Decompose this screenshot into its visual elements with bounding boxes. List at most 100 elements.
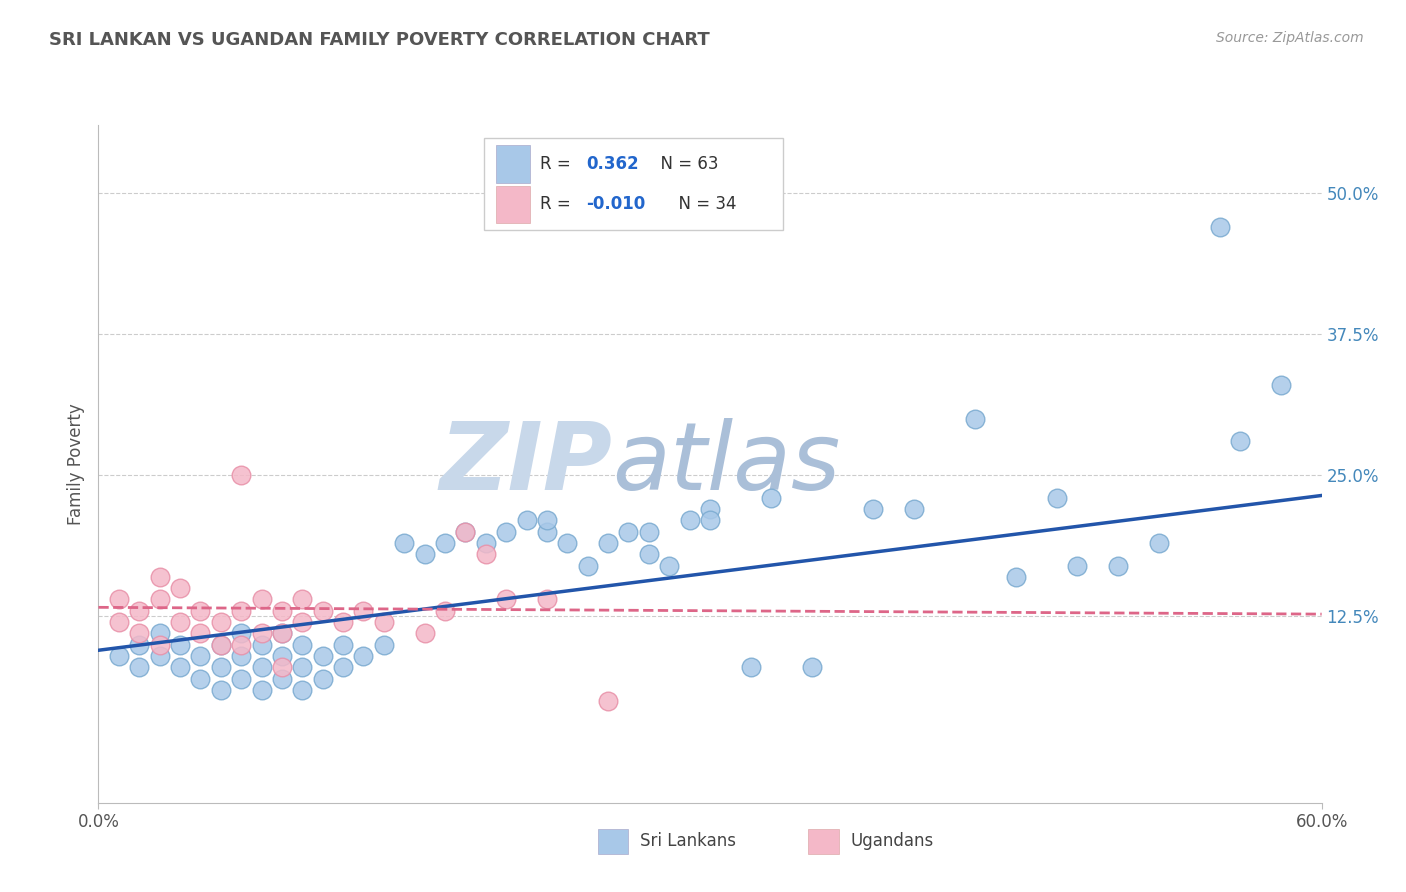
Point [169,581,191,595]
Text: ZIP: ZIP [439,417,612,510]
Point [291,638,314,652]
Point [250,638,273,652]
Point [231,468,253,483]
Point [270,672,294,686]
Point [291,592,314,607]
Point [1270,377,1292,392]
Point [1066,558,1088,573]
Point [209,638,232,652]
Point [413,547,436,561]
Point [312,648,335,663]
Point [270,626,294,640]
Point [108,648,131,663]
Point [128,626,150,640]
Point [149,648,172,663]
Point [536,592,558,607]
Point [474,547,498,561]
Text: N = 34: N = 34 [668,195,737,213]
Point [149,626,172,640]
Point [169,638,191,652]
Point [1209,219,1232,234]
Text: atlas: atlas [612,418,841,509]
Point [1107,558,1129,573]
FancyBboxPatch shape [808,829,839,854]
Point [454,524,477,539]
Point [352,604,374,618]
Point [557,536,579,550]
FancyBboxPatch shape [484,138,783,230]
Point [270,604,294,618]
Point [638,547,661,561]
Point [495,592,517,607]
Point [598,536,620,550]
Point [128,660,150,674]
Text: R =: R = [540,195,576,213]
Point [392,536,416,550]
Point [965,411,987,425]
Point [352,648,374,663]
Point [169,660,191,674]
Point [474,536,498,550]
Point [149,570,172,584]
Point [291,660,314,674]
FancyBboxPatch shape [496,145,530,183]
Point [270,660,294,674]
Point [332,660,354,674]
Point [270,626,294,640]
Point [128,604,150,618]
FancyBboxPatch shape [598,829,628,854]
Point [434,536,457,550]
Point [209,638,232,652]
Point [699,513,721,527]
Point [434,604,457,618]
Point [454,524,477,539]
Point [250,682,273,697]
Point [312,672,335,686]
Point [188,672,212,686]
Point [188,626,212,640]
Point [679,513,702,527]
Point [536,513,558,527]
Text: Ugandans: Ugandans [851,832,934,850]
Point [598,694,620,708]
Point [291,682,314,697]
Point [1147,536,1170,550]
Point [373,638,395,652]
Point [188,648,212,663]
Point [1004,570,1026,584]
Point [270,648,294,663]
Point [761,491,783,505]
Point [617,524,640,539]
Text: SRI LANKAN VS UGANDAN FAMILY POVERTY CORRELATION CHART: SRI LANKAN VS UGANDAN FAMILY POVERTY COR… [49,31,710,49]
Point [903,502,925,516]
Point [231,672,253,686]
Point [291,615,314,629]
Point [209,615,232,629]
Point [209,660,232,674]
Point [250,626,273,640]
Text: N = 63: N = 63 [650,155,718,173]
Point [373,615,395,629]
Point [1045,491,1069,505]
Point [108,615,131,629]
Point [169,615,191,629]
Point [740,660,762,674]
FancyBboxPatch shape [496,186,530,223]
Point [801,660,824,674]
Point [638,524,661,539]
Point [250,592,273,607]
Point [658,558,681,573]
Point [495,524,517,539]
Text: 0.362: 0.362 [586,155,640,173]
Point [312,604,335,618]
Text: Sri Lankans: Sri Lankans [640,832,735,850]
Point [862,502,884,516]
Point [332,615,354,629]
Point [699,502,721,516]
Point [209,682,232,697]
Point [332,638,354,652]
Point [231,648,253,663]
Point [149,592,172,607]
Text: -0.010: -0.010 [586,195,645,213]
Point [516,513,538,527]
